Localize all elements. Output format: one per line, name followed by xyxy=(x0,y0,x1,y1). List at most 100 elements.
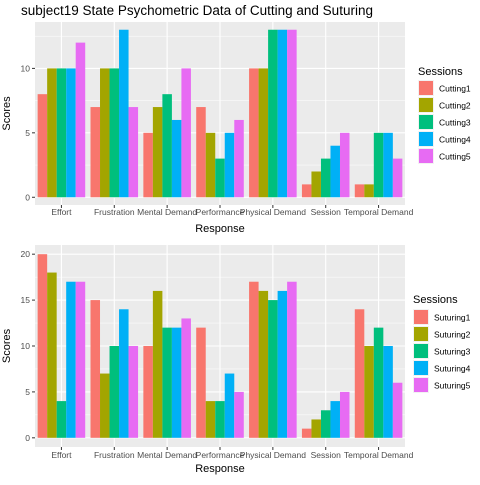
y-tick-label: 10 xyxy=(21,341,31,351)
bar xyxy=(171,119,182,198)
bar xyxy=(364,346,374,438)
y-axis-title: Scores xyxy=(1,96,13,131)
bar xyxy=(152,107,163,198)
bar xyxy=(37,94,48,198)
bar xyxy=(354,309,365,438)
bar xyxy=(383,346,393,438)
bar xyxy=(205,401,216,438)
legend-swatch xyxy=(414,344,428,358)
bar xyxy=(181,68,191,198)
bar xyxy=(234,391,244,438)
bar xyxy=(392,158,403,198)
bar xyxy=(287,29,297,198)
cutting-panel: 0 5 10 Effort Frustration Mental DemandPerfor… xyxy=(1,22,471,235)
bar xyxy=(90,300,101,438)
x-axis-title: Response xyxy=(195,463,245,475)
legend: Sessions Suturing1 Suturing2 Suturing3 Sutur… xyxy=(413,294,471,393)
legend-title: Sessions xyxy=(418,66,463,78)
legend-swatch xyxy=(419,132,433,146)
x-tick-label: Mental Demand xyxy=(137,450,197,460)
bar xyxy=(330,145,340,198)
legend-swatch xyxy=(414,310,428,324)
bar xyxy=(354,184,365,198)
y-tick-label: 5 xyxy=(25,387,30,397)
bar xyxy=(339,391,350,438)
bar xyxy=(152,290,163,438)
y-tick-label: 0 xyxy=(25,192,30,202)
bar xyxy=(268,29,278,198)
legend-label: Suturing3 xyxy=(434,347,471,357)
x-tick-label: Mental Demand xyxy=(137,207,197,217)
legend-swatch xyxy=(419,149,433,163)
x-tick-label: Session xyxy=(311,207,342,217)
x-tick-label: Effort xyxy=(51,450,72,460)
y-axis-title: Scores xyxy=(1,328,13,363)
bar xyxy=(119,29,129,198)
bar xyxy=(109,346,120,438)
bar xyxy=(56,68,67,198)
bar xyxy=(205,132,216,198)
legend-title: Sessions xyxy=(413,294,458,306)
y-tick-label: 5 xyxy=(25,128,30,138)
bar xyxy=(181,318,191,438)
bar xyxy=(66,68,76,198)
bar xyxy=(224,373,235,438)
bar xyxy=(128,107,139,198)
bar xyxy=(320,410,331,438)
bar xyxy=(75,281,86,438)
bar xyxy=(249,281,259,438)
x-tick-label: Frustration xyxy=(94,450,135,460)
y-tick-label: 0 xyxy=(25,433,30,443)
bar xyxy=(119,309,129,438)
bar xyxy=(301,428,312,438)
bar xyxy=(66,281,76,438)
suturing-panel: 0 5 10 15 20 Effort Frustration Mental DemandPe… xyxy=(1,245,471,475)
bar xyxy=(143,346,153,438)
bar xyxy=(162,94,172,198)
bar xyxy=(47,68,57,198)
bar xyxy=(373,327,384,438)
x-tick-label: Temporal Demand xyxy=(344,450,414,460)
x-tick-label: Session xyxy=(311,450,342,460)
legend-label: Suturing1 xyxy=(434,313,471,323)
bar xyxy=(56,401,67,438)
bar xyxy=(277,290,288,438)
bar xyxy=(90,107,101,198)
bar xyxy=(37,254,48,438)
bar xyxy=(320,158,331,198)
legend-swatch xyxy=(414,378,428,392)
bar xyxy=(373,132,384,198)
bar xyxy=(249,68,259,198)
bar xyxy=(143,132,153,198)
bar xyxy=(392,382,403,438)
legend-label: Cutting5 xyxy=(439,152,471,162)
x-tick-label: Frustration xyxy=(94,207,135,217)
bar xyxy=(287,281,297,438)
legend-swatch xyxy=(419,98,433,112)
bar xyxy=(196,327,206,438)
y-tick-label: 15 xyxy=(21,295,31,305)
legend-swatch xyxy=(414,361,428,375)
bar xyxy=(128,346,139,438)
y-tick-label: 10 xyxy=(21,63,31,73)
bar xyxy=(47,272,57,438)
bar xyxy=(234,119,244,198)
bar xyxy=(109,68,120,198)
bar xyxy=(339,132,350,198)
bar xyxy=(100,373,110,438)
bar xyxy=(100,68,110,198)
bar xyxy=(215,401,225,438)
legend-swatch xyxy=(419,81,433,95)
legend-swatch xyxy=(419,115,433,129)
bar xyxy=(311,419,321,438)
bar xyxy=(383,132,393,198)
y-tick-label: 20 xyxy=(21,249,31,259)
x-tick-label: Performance xyxy=(196,450,245,460)
bar xyxy=(258,290,269,438)
bar xyxy=(75,42,86,198)
bar xyxy=(258,68,269,198)
bar xyxy=(311,171,321,198)
legend-label: Suturing4 xyxy=(434,364,471,374)
